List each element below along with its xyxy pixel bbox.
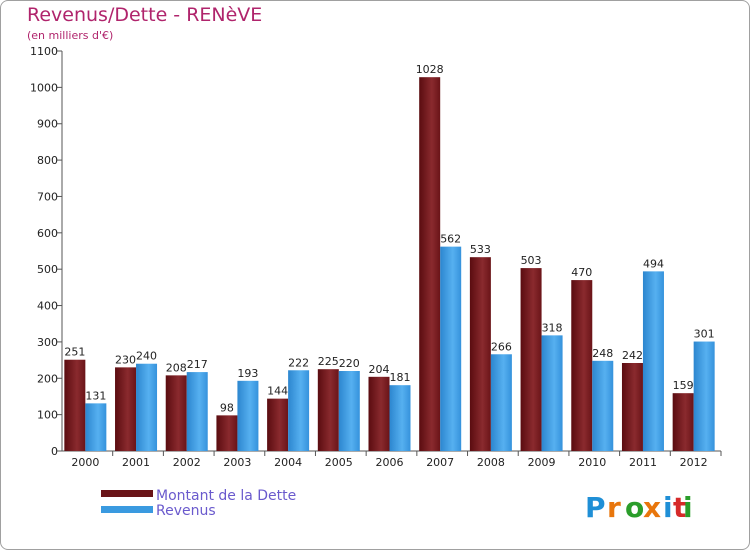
x-tick-label: 2001 — [122, 456, 150, 469]
legend-label-revenus: Revenus — [156, 503, 216, 519]
bar-debt — [621, 363, 643, 451]
bar-revenus — [389, 385, 411, 451]
value-label-debt: 533 — [470, 243, 491, 256]
bar-debt — [64, 359, 86, 451]
y-tick-label: 1100 — [30, 45, 58, 58]
y-tick-label: 100 — [37, 409, 58, 422]
logo-letter: i — [683, 491, 693, 524]
x-tick-label: 2008 — [477, 456, 505, 469]
x-tick-label: 2004 — [274, 456, 302, 469]
value-label-debt: 251 — [64, 346, 85, 359]
legend-swatch-revenus — [101, 506, 153, 513]
y-tick-label: 900 — [37, 118, 58, 131]
x-tick-label: 2002 — [173, 456, 201, 469]
value-label-revenus: 222 — [288, 356, 309, 369]
x-tick-label: 2010 — [578, 456, 606, 469]
bar-revenus — [440, 246, 462, 451]
bar-debt — [368, 376, 390, 451]
y-tick-label: 800 — [37, 154, 58, 167]
y-tick-label: 0 — [51, 445, 58, 458]
logo-letter: o — [625, 491, 644, 524]
bar-debt — [571, 280, 593, 451]
bar-debt — [520, 268, 542, 451]
bar-revenus — [186, 372, 208, 451]
value-label-revenus: 266 — [491, 340, 512, 353]
logo-letter: i — [663, 491, 673, 524]
logo-letter: P — [585, 491, 606, 524]
value-label-revenus: 217 — [187, 358, 208, 371]
bar-revenus — [288, 370, 310, 451]
value-label-debt: 159 — [673, 379, 694, 392]
x-tick-label: 2003 — [223, 456, 251, 469]
x-tick-label: 2006 — [376, 456, 404, 469]
y-tick-label: 400 — [37, 300, 58, 313]
value-label-revenus: 248 — [592, 347, 613, 360]
value-label-debt: 98 — [220, 401, 234, 414]
value-label-debt: 242 — [622, 349, 643, 362]
value-label-revenus: 318 — [542, 321, 563, 334]
value-label-revenus: 240 — [136, 350, 157, 363]
y-tick-label: 1000 — [30, 81, 58, 94]
value-label-debt: 230 — [115, 353, 136, 366]
y-tick-label: 200 — [37, 372, 58, 385]
logo-letter: r — [607, 491, 621, 524]
x-tick-label: 2011 — [629, 456, 657, 469]
bar-debt — [216, 415, 238, 451]
legend-label-debt: Montant de la Dette — [156, 488, 296, 504]
value-label-revenus: 494 — [643, 257, 664, 270]
bar-revenus — [338, 371, 360, 451]
value-label-debt: 225 — [318, 355, 339, 368]
value-label-revenus: 193 — [237, 367, 258, 380]
bar-debt — [115, 367, 137, 451]
value-label-revenus: 562 — [440, 233, 461, 246]
legend: Montant de la Dette Revenus — [101, 488, 296, 519]
value-label-debt: 208 — [166, 361, 187, 374]
bar-revenus — [541, 335, 563, 451]
x-tick-label: 2000 — [71, 456, 99, 469]
x-tick-label: 2009 — [528, 456, 556, 469]
y-tick-label: 300 — [37, 336, 58, 349]
bar-revenus — [592, 360, 614, 451]
bar-revenus — [85, 403, 107, 451]
logo-letter: x — [643, 491, 661, 524]
chart-title: Revenus/Dette - RENèVE — [27, 4, 263, 26]
legend-swatch-debt — [101, 490, 153, 497]
value-label-debt: 503 — [521, 254, 542, 267]
x-tick-label: 2012 — [680, 456, 708, 469]
x-tick-label: 2005 — [325, 456, 353, 469]
bar-revenus — [237, 380, 259, 451]
value-label-revenus: 220 — [339, 357, 360, 370]
y-tick-label: 700 — [37, 190, 58, 203]
bar-debt — [672, 393, 694, 451]
bar-revenus — [136, 363, 158, 451]
bar-debt — [469, 257, 491, 451]
bar-revenus — [693, 341, 715, 451]
bar-revenus — [490, 354, 512, 451]
value-label-revenus: 131 — [85, 389, 106, 402]
value-label-debt: 204 — [369, 363, 390, 376]
bar-debt — [267, 398, 289, 451]
bar-debt — [419, 77, 441, 451]
value-label-revenus: 181 — [390, 371, 411, 384]
value-label-revenus: 301 — [694, 328, 715, 341]
bars — [64, 77, 715, 451]
value-label-debt: 1028 — [416, 63, 444, 76]
value-label-debt: 144 — [267, 385, 288, 398]
logo-letter: t — [673, 491, 686, 524]
value-labels: 251 131 230 240 208 217 98 193 144 222 225 220 20418… — [64, 63, 714, 414]
y-tick-label: 500 — [37, 263, 58, 276]
value-label-debt: 470 — [571, 266, 592, 279]
bar-debt — [317, 369, 339, 451]
y-tick-label: 600 — [37, 227, 58, 240]
x-tick-label: 2007 — [426, 456, 454, 469]
bar-debt — [165, 375, 187, 451]
bar-revenus — [642, 271, 664, 451]
chart-subtitle: (en milliers d'€) — [27, 29, 114, 42]
